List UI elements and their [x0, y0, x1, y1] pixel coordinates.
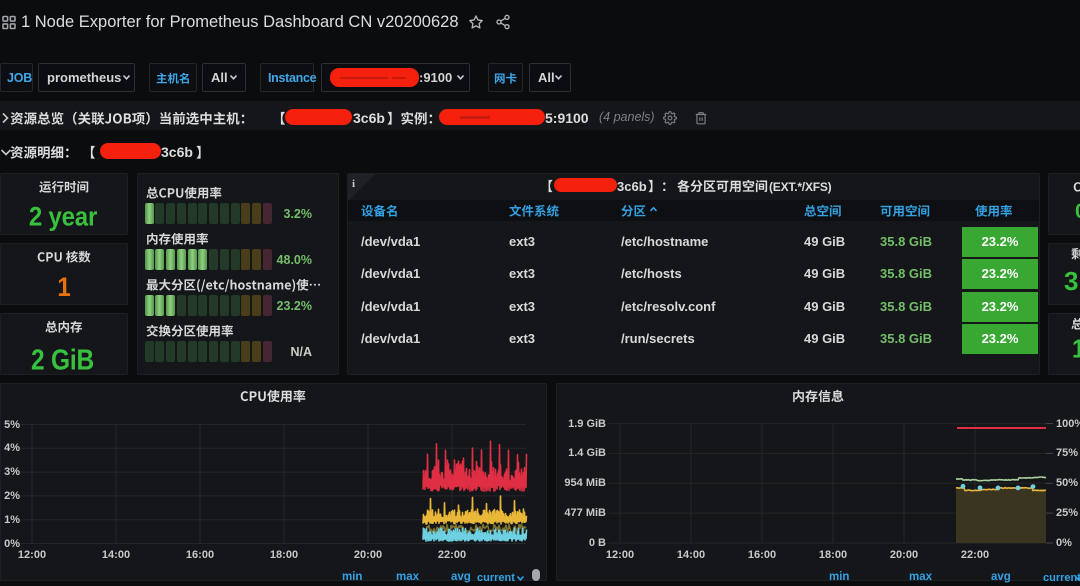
svg-text:i: i [352, 178, 355, 190]
